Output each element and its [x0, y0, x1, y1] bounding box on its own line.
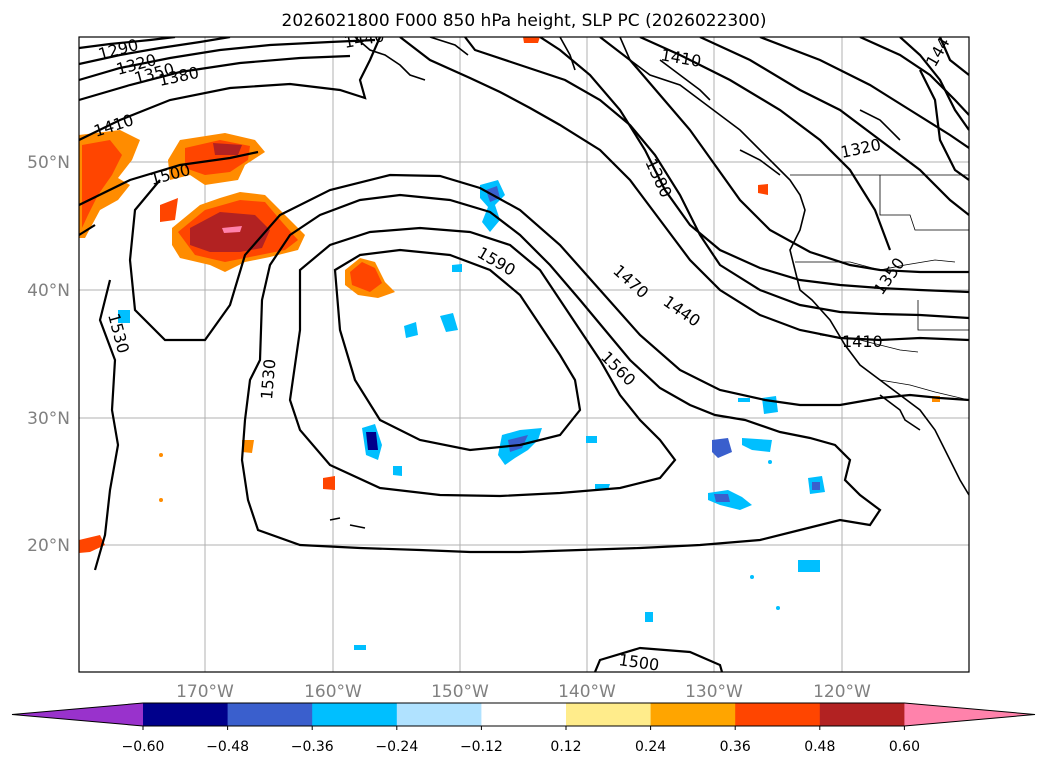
contour-label-1410-east: 1410	[842, 332, 883, 351]
colorbar-tick-label: 0.60	[889, 739, 920, 755]
colorbar-swatch	[566, 703, 652, 726]
colorbar-swatch	[735, 703, 821, 726]
colorbar-swatch	[819, 703, 905, 726]
colorbar-tick-label: −0.48	[206, 739, 249, 755]
lon-label-150w: 150°W	[431, 682, 489, 702]
political-borders	[790, 174, 969, 401]
lat-label-20n: 20°N	[27, 536, 70, 556]
colorbar-swatch	[396, 703, 482, 726]
lat-label-40n: 40°N	[27, 281, 70, 301]
lon-label-130w: 130°W	[685, 682, 743, 702]
colorbar-swatch	[481, 703, 567, 726]
colorbar: −0.60 −0.48 −0.36 −0.24 −0.12 0.12 0.24 0.36 0.4…	[11, 702, 1036, 755]
colorbar-tick-label: −0.36	[291, 739, 334, 755]
lon-label-120w: 120°W	[813, 682, 871, 702]
lon-label-160w: 160°W	[304, 682, 362, 702]
negative-anomaly-fills	[118, 180, 825, 650]
colorbar-tick-label: −0.24	[375, 739, 418, 755]
colorbar-tick-label: 0.48	[804, 739, 835, 755]
coastlines	[329, 37, 969, 529]
height-contours	[79, 37, 969, 672]
colorbar-swatch	[312, 703, 398, 726]
colorbar-extend-min	[12, 703, 143, 726]
map-background	[79, 37, 969, 672]
latitude-labels: 50°N 40°N 30°N 20°N	[27, 153, 70, 556]
contour-label-1500-south: 1500	[617, 650, 660, 674]
longitude-labels: 170°W 160°W 150°W 140°W 130°W 120°W	[176, 682, 871, 702]
colorbar-swatch	[143, 703, 229, 726]
colorbar-tick-label: 0.24	[635, 739, 666, 755]
lat-label-30n: 30°N	[27, 409, 70, 429]
colorbar-extend-max	[904, 703, 1035, 726]
colorbar-tick-label: 0.12	[550, 739, 581, 755]
colorbar-tick-label: −0.12	[460, 739, 503, 755]
lon-label-140w: 140°W	[558, 682, 616, 702]
map-plot-area: 1290 1320 1350 1380 1410 1500 1530 1530 …	[79, 37, 969, 674]
colorbar-tick-label: −0.60	[122, 739, 165, 755]
colorbar-swatch	[227, 703, 313, 726]
map-frame	[78, 36, 970, 673]
figure-title: 2026021800 F000 850 hPa height, SLP PC (…	[282, 11, 767, 31]
colorbar-swatch	[650, 703, 736, 726]
lat-label-50n: 50°N	[27, 153, 70, 173]
lon-label-170w: 170°W	[176, 682, 234, 702]
contour-label-1530-mid: 1530	[257, 358, 279, 400]
colorbar-tick-label: 0.36	[720, 739, 751, 755]
